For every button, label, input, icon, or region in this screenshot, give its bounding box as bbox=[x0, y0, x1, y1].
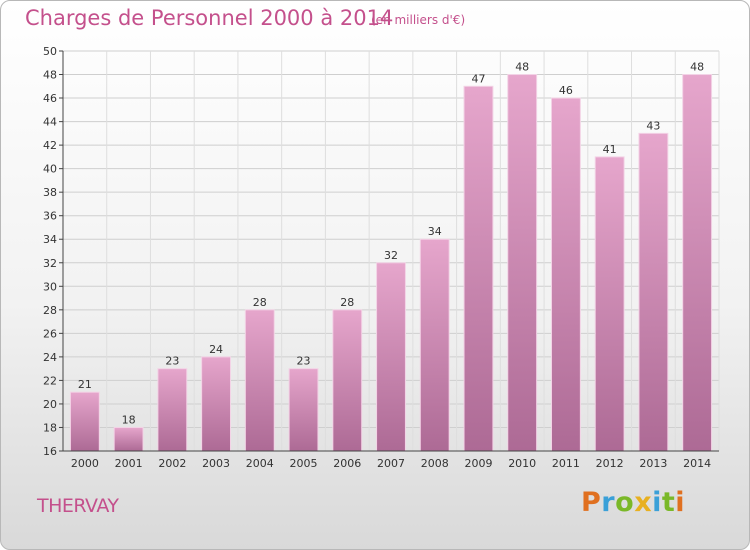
bar-2003 bbox=[201, 356, 231, 452]
value-label: 28 bbox=[253, 296, 267, 309]
x-tick-label: 2011 bbox=[552, 457, 580, 470]
proxiti-logo: Proxiti bbox=[581, 487, 685, 518]
value-label: 41 bbox=[603, 143, 617, 156]
value-label: 34 bbox=[428, 225, 442, 238]
y-tick-label: 40 bbox=[43, 163, 57, 176]
value-label: 18 bbox=[122, 413, 136, 426]
logo-letter: r bbox=[601, 487, 616, 518]
logo-letter: P bbox=[581, 487, 602, 518]
x-tick-label: 2003 bbox=[202, 457, 230, 470]
y-tick-label: 48 bbox=[43, 69, 57, 82]
logo-letter: o bbox=[615, 487, 635, 518]
x-tick-label: 2001 bbox=[115, 457, 143, 470]
y-tick-label: 24 bbox=[43, 351, 57, 364]
bar-2007 bbox=[376, 262, 406, 452]
value-label: 46 bbox=[559, 84, 573, 97]
chart-title: Charges de Personnel 2000 à 2014 bbox=[25, 6, 394, 30]
x-tick-label: 2014 bbox=[683, 457, 711, 470]
y-tick-label: 16 bbox=[43, 445, 57, 458]
value-label: 28 bbox=[340, 296, 354, 309]
x-tick-label: 2013 bbox=[639, 457, 667, 470]
y-tick-label: 46 bbox=[43, 92, 57, 105]
bar-2013 bbox=[638, 132, 669, 452]
y-tick-label: 44 bbox=[43, 116, 57, 129]
x-tick-label: 2002 bbox=[158, 457, 186, 470]
logo-letter: i bbox=[652, 487, 662, 518]
y-tick-label: 38 bbox=[43, 186, 57, 199]
value-label: 21 bbox=[78, 378, 92, 391]
bar-2001 bbox=[113, 426, 144, 452]
y-tick-label: 32 bbox=[43, 257, 57, 270]
x-tick-label: 2000 bbox=[71, 457, 99, 470]
x-tick-label: 2008 bbox=[421, 457, 449, 470]
value-label: 48 bbox=[690, 61, 704, 74]
bar-2014 bbox=[682, 74, 713, 452]
value-label: 23 bbox=[165, 355, 179, 368]
y-tick-label: 22 bbox=[43, 374, 57, 387]
chart-subtitle: (en milliers d'€) bbox=[371, 13, 466, 27]
value-label: 23 bbox=[297, 355, 311, 368]
y-tick-label: 36 bbox=[43, 210, 57, 223]
bar-2002 bbox=[157, 368, 188, 452]
logo-letter: x bbox=[634, 487, 653, 518]
y-tick-label: 50 bbox=[43, 45, 57, 58]
bar-2006 bbox=[332, 309, 363, 452]
x-tick-label: 2012 bbox=[596, 457, 624, 470]
value-label: 24 bbox=[209, 343, 223, 356]
x-tick-label: 2010 bbox=[508, 457, 536, 470]
x-tick-label: 2009 bbox=[464, 457, 492, 470]
axes: 16 18 20 22 24 26 28 30 32 34 36 38 40 42 44 46 48 50 2000… bbox=[43, 45, 719, 470]
y-tick-label: 20 bbox=[43, 398, 57, 411]
bars: 21 18 23 24 28 23 28 32 34 47 48 46 41 43 48 bbox=[69, 61, 713, 452]
y-tick-label: 28 bbox=[43, 304, 57, 317]
bar-2011 bbox=[551, 97, 581, 452]
y-tick-label: 30 bbox=[43, 280, 57, 293]
x-tick-label: 2005 bbox=[290, 457, 318, 470]
bar-2010 bbox=[507, 74, 538, 452]
logo-letter: i bbox=[675, 487, 686, 518]
y-tick-label: 42 bbox=[43, 139, 57, 152]
bar-2005 bbox=[288, 368, 319, 452]
value-label: 43 bbox=[646, 119, 660, 132]
bar-2012 bbox=[594, 156, 625, 452]
value-label: 48 bbox=[515, 61, 529, 74]
y-tick-label: 18 bbox=[43, 421, 57, 434]
x-tick-label: 2007 bbox=[377, 457, 405, 470]
commune-name: THERVAY bbox=[37, 495, 119, 517]
bar-2004 bbox=[244, 309, 275, 452]
y-tick-label: 34 bbox=[43, 233, 57, 246]
x-tick-label: 2006 bbox=[333, 457, 361, 470]
y-tick-label: 26 bbox=[43, 327, 57, 340]
bar-2008 bbox=[419, 238, 450, 452]
value-label: 32 bbox=[384, 249, 398, 262]
x-tick-label: 2004 bbox=[246, 457, 274, 470]
logo-letter: t bbox=[661, 487, 676, 518]
bar-2009 bbox=[463, 85, 494, 452]
value-label: 47 bbox=[471, 72, 485, 85]
bar-2000 bbox=[69, 391, 100, 452]
